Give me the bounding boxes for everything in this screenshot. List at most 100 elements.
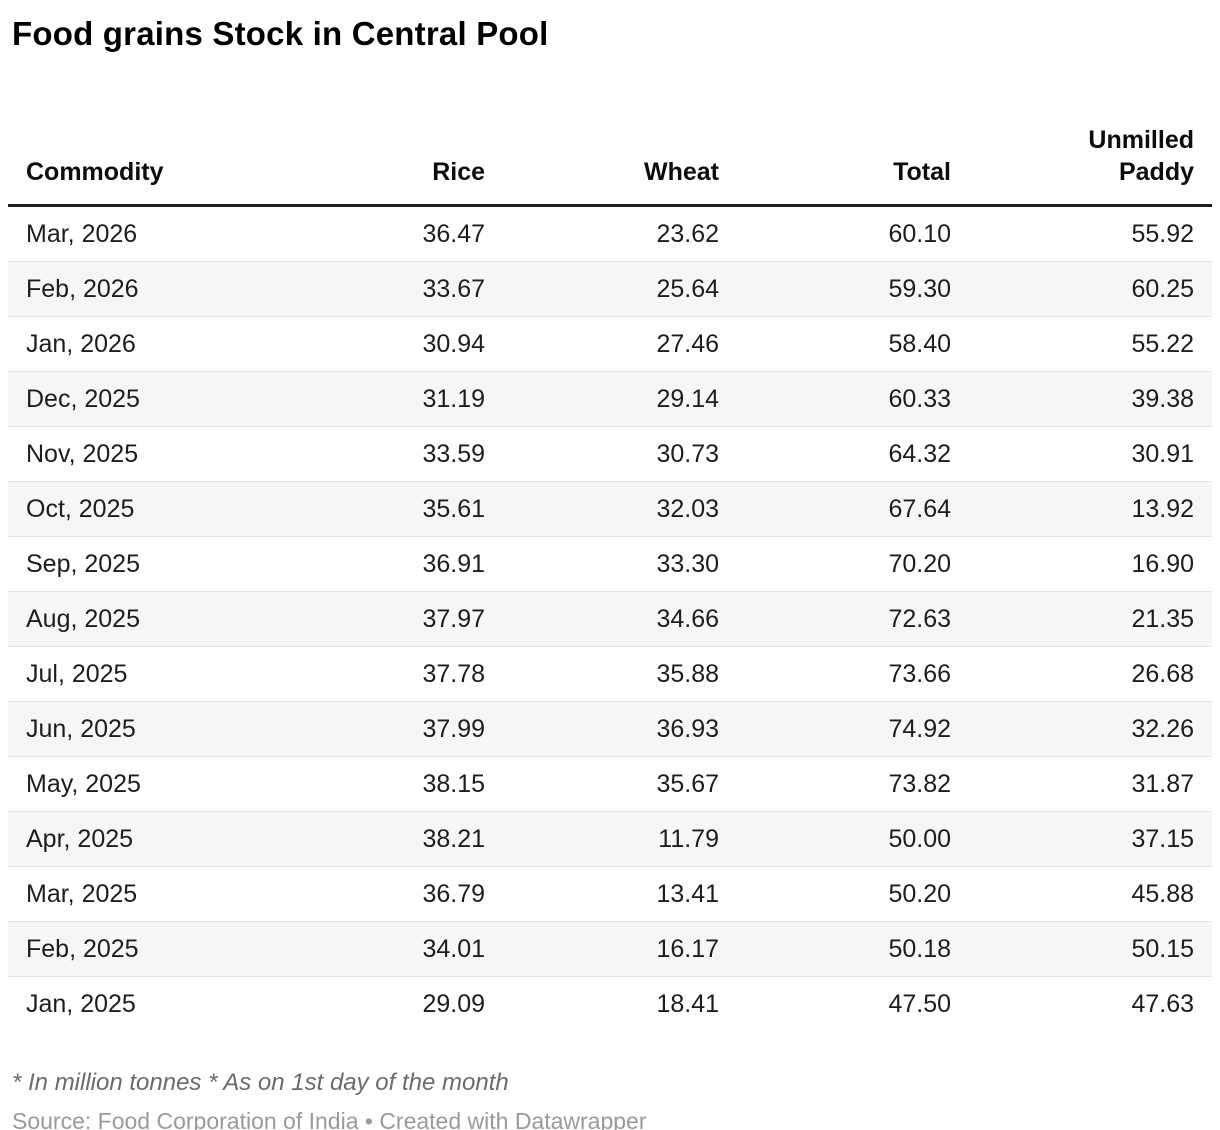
table-row: Sep, 2025 36.91 33.30 70.20 16.90 [8, 536, 1212, 592]
table-row: Nov, 2025 33.59 30.73 64.32 30.91 [8, 426, 1212, 482]
column-header-unmilled-paddy: Unmilled Paddy [969, 54, 1212, 207]
table-row: Feb, 2026 33.67 25.64 59.30 60.25 [8, 261, 1212, 317]
month-cell: Dec, 2025 [26, 385, 140, 413]
table-row: Oct, 2025 35.61 32.03 67.64 13.92 [8, 481, 1212, 537]
value-cell-total: 72.63 [888, 605, 951, 633]
month-cell: Jan, 2026 [26, 330, 136, 358]
value-cell-unmilled-paddy: 26.68 [1131, 660, 1194, 688]
month-cell: Sep, 2025 [26, 550, 140, 578]
value-cell-rice: 33.59 [422, 440, 485, 468]
month-cell: May, 2025 [26, 770, 141, 798]
value-cell-wheat: 16.17 [656, 935, 719, 963]
value-cell-total: 58.40 [888, 330, 951, 358]
value-cell-total: 59.30 [888, 275, 951, 303]
value-cell-total: 47.50 [888, 990, 951, 1018]
value-cell-wheat: 30.73 [656, 440, 719, 468]
value-cell-total: 50.00 [888, 825, 951, 853]
value-cell-rice: 36.47 [422, 220, 485, 248]
value-cell-unmilled-paddy: 31.87 [1131, 770, 1194, 798]
value-cell-rice: 37.97 [422, 605, 485, 633]
value-cell-wheat: 35.88 [656, 660, 719, 688]
month-cell: Jan, 2025 [26, 990, 136, 1018]
value-cell-total: 60.10 [888, 220, 951, 248]
footnote: * In million tonnes * As on 1st day of t… [12, 1069, 509, 1096]
value-cell-rice: 38.21 [422, 825, 485, 853]
value-cell-rice: 37.78 [422, 660, 485, 688]
value-cell-unmilled-paddy: 21.35 [1131, 605, 1194, 633]
value-cell-rice: 37.99 [422, 715, 485, 743]
value-cell-wheat: 13.41 [656, 880, 719, 908]
value-cell-wheat: 35.67 [656, 770, 719, 798]
value-cell-total: 50.20 [888, 880, 951, 908]
page-title: Food grains Stock in Central Pool [12, 15, 549, 52]
value-cell-wheat: 25.64 [656, 275, 719, 303]
foodgrains-table: Commodity Rice Wheat Total Unmilled Paddy Ma… [8, 54, 1212, 1031]
value-cell-unmilled-paddy: 13.92 [1131, 495, 1194, 523]
month-cell: Feb, 2025 [26, 935, 139, 963]
value-cell-rice: 30.94 [422, 330, 485, 358]
column-header-total: Total [737, 54, 969, 207]
value-cell-total: 60.33 [888, 385, 951, 413]
month-cell: Mar, 2026 [26, 220, 138, 248]
value-cell-wheat: 11.79 [658, 825, 719, 853]
value-cell-wheat: 36.93 [656, 715, 719, 743]
value-cell-total: 64.32 [888, 440, 951, 468]
table-row: Jan, 2026 30.94 27.46 58.40 55.22 [8, 316, 1212, 372]
table-row: Mar, 2026 36.47 23.62 60.10 55.92 [8, 206, 1212, 262]
table-header: Commodity Rice Wheat Total Unmilled Paddy [8, 54, 1212, 207]
value-cell-unmilled-paddy: 55.92 [1131, 220, 1194, 248]
table-row: Jan, 2025 29.09 18.41 47.50 47.63 [8, 976, 1212, 1032]
table-body: Mar, 2026 36.47 23.62 60.10 55.92 Feb, 2026 33… [8, 206, 1212, 1032]
source-line: Source: Food Corporation of India • Crea… [12, 1108, 647, 1130]
table-row: Jul, 2025 37.78 35.88 73.66 26.68 [8, 646, 1212, 702]
value-cell-unmilled-paddy: 45.88 [1131, 880, 1194, 908]
value-cell-unmilled-paddy: 47.63 [1131, 990, 1194, 1018]
month-cell: Oct, 2025 [26, 495, 135, 523]
value-cell-rice: 34.01 [422, 935, 485, 963]
value-cell-rice: 36.91 [422, 550, 485, 578]
value-cell-unmilled-paddy: 39.38 [1131, 385, 1194, 413]
value-cell-rice: 29.09 [422, 990, 485, 1018]
table-row: Jun, 2025 37.99 36.93 74.92 32.26 [8, 701, 1212, 757]
value-cell-unmilled-paddy: 16.90 [1131, 550, 1194, 578]
value-cell-total: 50.18 [888, 935, 951, 963]
value-cell-unmilled-paddy: 55.22 [1131, 330, 1194, 358]
value-cell-rice: 36.79 [422, 880, 485, 908]
value-cell-rice: 35.61 [422, 495, 485, 523]
month-cell: Nov, 2025 [26, 440, 139, 468]
value-cell-total: 73.82 [888, 770, 951, 798]
month-cell: Jul, 2025 [26, 660, 128, 688]
value-cell-total: 73.66 [888, 660, 951, 688]
value-cell-total: 70.20 [888, 550, 951, 578]
value-cell-wheat: 18.41 [656, 990, 719, 1018]
value-cell-unmilled-paddy: 30.91 [1131, 440, 1194, 468]
value-cell-total: 74.92 [888, 715, 951, 743]
month-cell: Mar, 2025 [26, 880, 138, 908]
value-cell-unmilled-paddy: 50.15 [1131, 935, 1194, 963]
table-header-row: Commodity Rice Wheat Total Unmilled Paddy [8, 54, 1212, 207]
column-header-rice: Rice [333, 54, 503, 207]
value-cell-wheat: 34.66 [656, 605, 719, 633]
value-cell-rice: 33.67 [422, 275, 485, 303]
value-cell-rice: 31.19 [422, 385, 485, 413]
month-cell: Feb, 2026 [26, 275, 139, 303]
table-row: Mar, 2025 36.79 13.41 50.20 45.88 [8, 866, 1212, 922]
table-row: Dec, 2025 31.19 29.14 60.33 39.38 [8, 371, 1212, 427]
value-cell-unmilled-paddy: 37.15 [1131, 825, 1194, 853]
value-cell-total: 67.64 [888, 495, 951, 523]
value-cell-wheat: 29.14 [656, 385, 719, 413]
month-cell: Apr, 2025 [26, 825, 134, 853]
month-cell: Jun, 2025 [26, 715, 136, 743]
value-cell-wheat: 23.62 [656, 220, 719, 248]
table-row: Apr, 2025 38.21 11.79 50.00 37.15 [8, 811, 1212, 867]
column-header-commodity: Commodity [8, 54, 333, 207]
column-header-wheat: Wheat [503, 54, 737, 207]
value-cell-wheat: 32.03 [656, 495, 719, 523]
value-cell-wheat: 33.30 [656, 550, 719, 578]
value-cell-unmilled-paddy: 32.26 [1131, 715, 1194, 743]
value-cell-rice: 38.15 [422, 770, 485, 798]
value-cell-unmilled-paddy: 60.25 [1131, 275, 1194, 303]
table-row: May, 2025 38.15 35.67 73.82 31.87 [8, 756, 1212, 812]
month-cell: Aug, 2025 [26, 605, 140, 633]
